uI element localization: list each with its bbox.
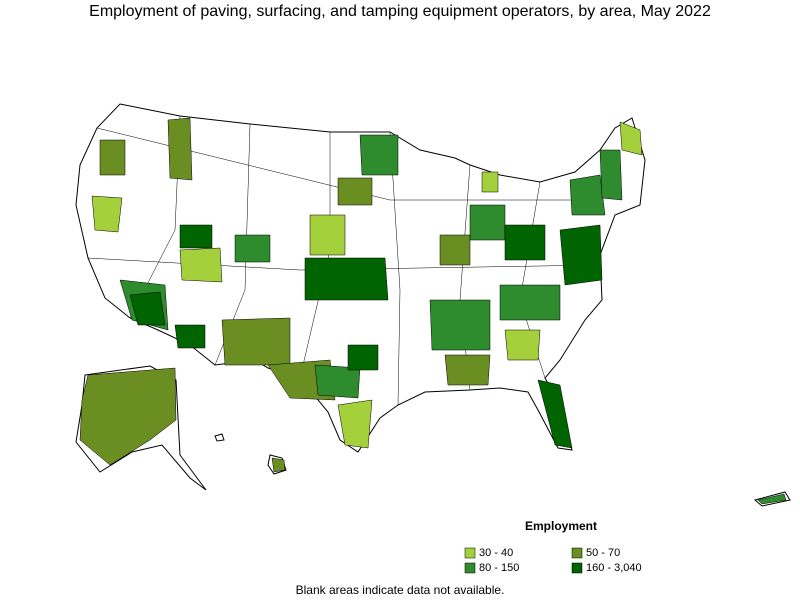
area <box>481 171 499 193</box>
area <box>469 204 506 241</box>
area <box>314 364 361 399</box>
legend-swatch <box>464 562 476 574</box>
area <box>271 457 286 473</box>
area <box>504 329 541 361</box>
area <box>444 354 491 386</box>
legend-title: Employment <box>525 519 597 533</box>
area <box>309 214 346 256</box>
legend-label: 160 - 3,040 <box>586 562 642 574</box>
legend-label: 50 - 70 <box>586 547 620 559</box>
legend-swatch <box>571 547 583 559</box>
area <box>559 224 603 286</box>
area <box>429 299 491 351</box>
area <box>174 324 206 349</box>
areas <box>79 117 787 505</box>
area <box>359 134 399 176</box>
area <box>569 174 606 216</box>
legend: Employment 30 - 40 50 - 70 80 - 150 160 - 3… <box>464 519 642 574</box>
area <box>337 399 373 449</box>
legend-label: 30 - 40 <box>479 547 513 559</box>
area <box>757 493 787 505</box>
area <box>79 367 177 466</box>
area <box>599 149 623 201</box>
map <box>75 103 791 507</box>
area <box>129 291 166 326</box>
footnote: Blank areas indicate data not available. <box>296 583 505 597</box>
area <box>347 344 379 371</box>
area <box>221 317 291 366</box>
area <box>439 234 471 266</box>
legend-swatch <box>464 547 476 559</box>
map-title: Employment of paving, surfacing, and tam… <box>89 3 711 20</box>
area <box>167 117 193 181</box>
area <box>179 247 223 283</box>
state-border <box>87 257 601 271</box>
area <box>304 257 389 301</box>
state-border <box>389 131 401 406</box>
area <box>537 379 573 449</box>
area <box>337 177 373 206</box>
state-border <box>96 127 600 201</box>
area <box>504 224 546 261</box>
legend-label: 80 - 150 <box>479 562 519 574</box>
area <box>234 234 271 263</box>
area <box>99 139 126 176</box>
area <box>619 121 643 156</box>
hawaii <box>214 433 225 442</box>
area <box>179 224 213 249</box>
area <box>499 284 561 321</box>
legend-swatch <box>571 562 583 574</box>
area <box>91 195 123 233</box>
